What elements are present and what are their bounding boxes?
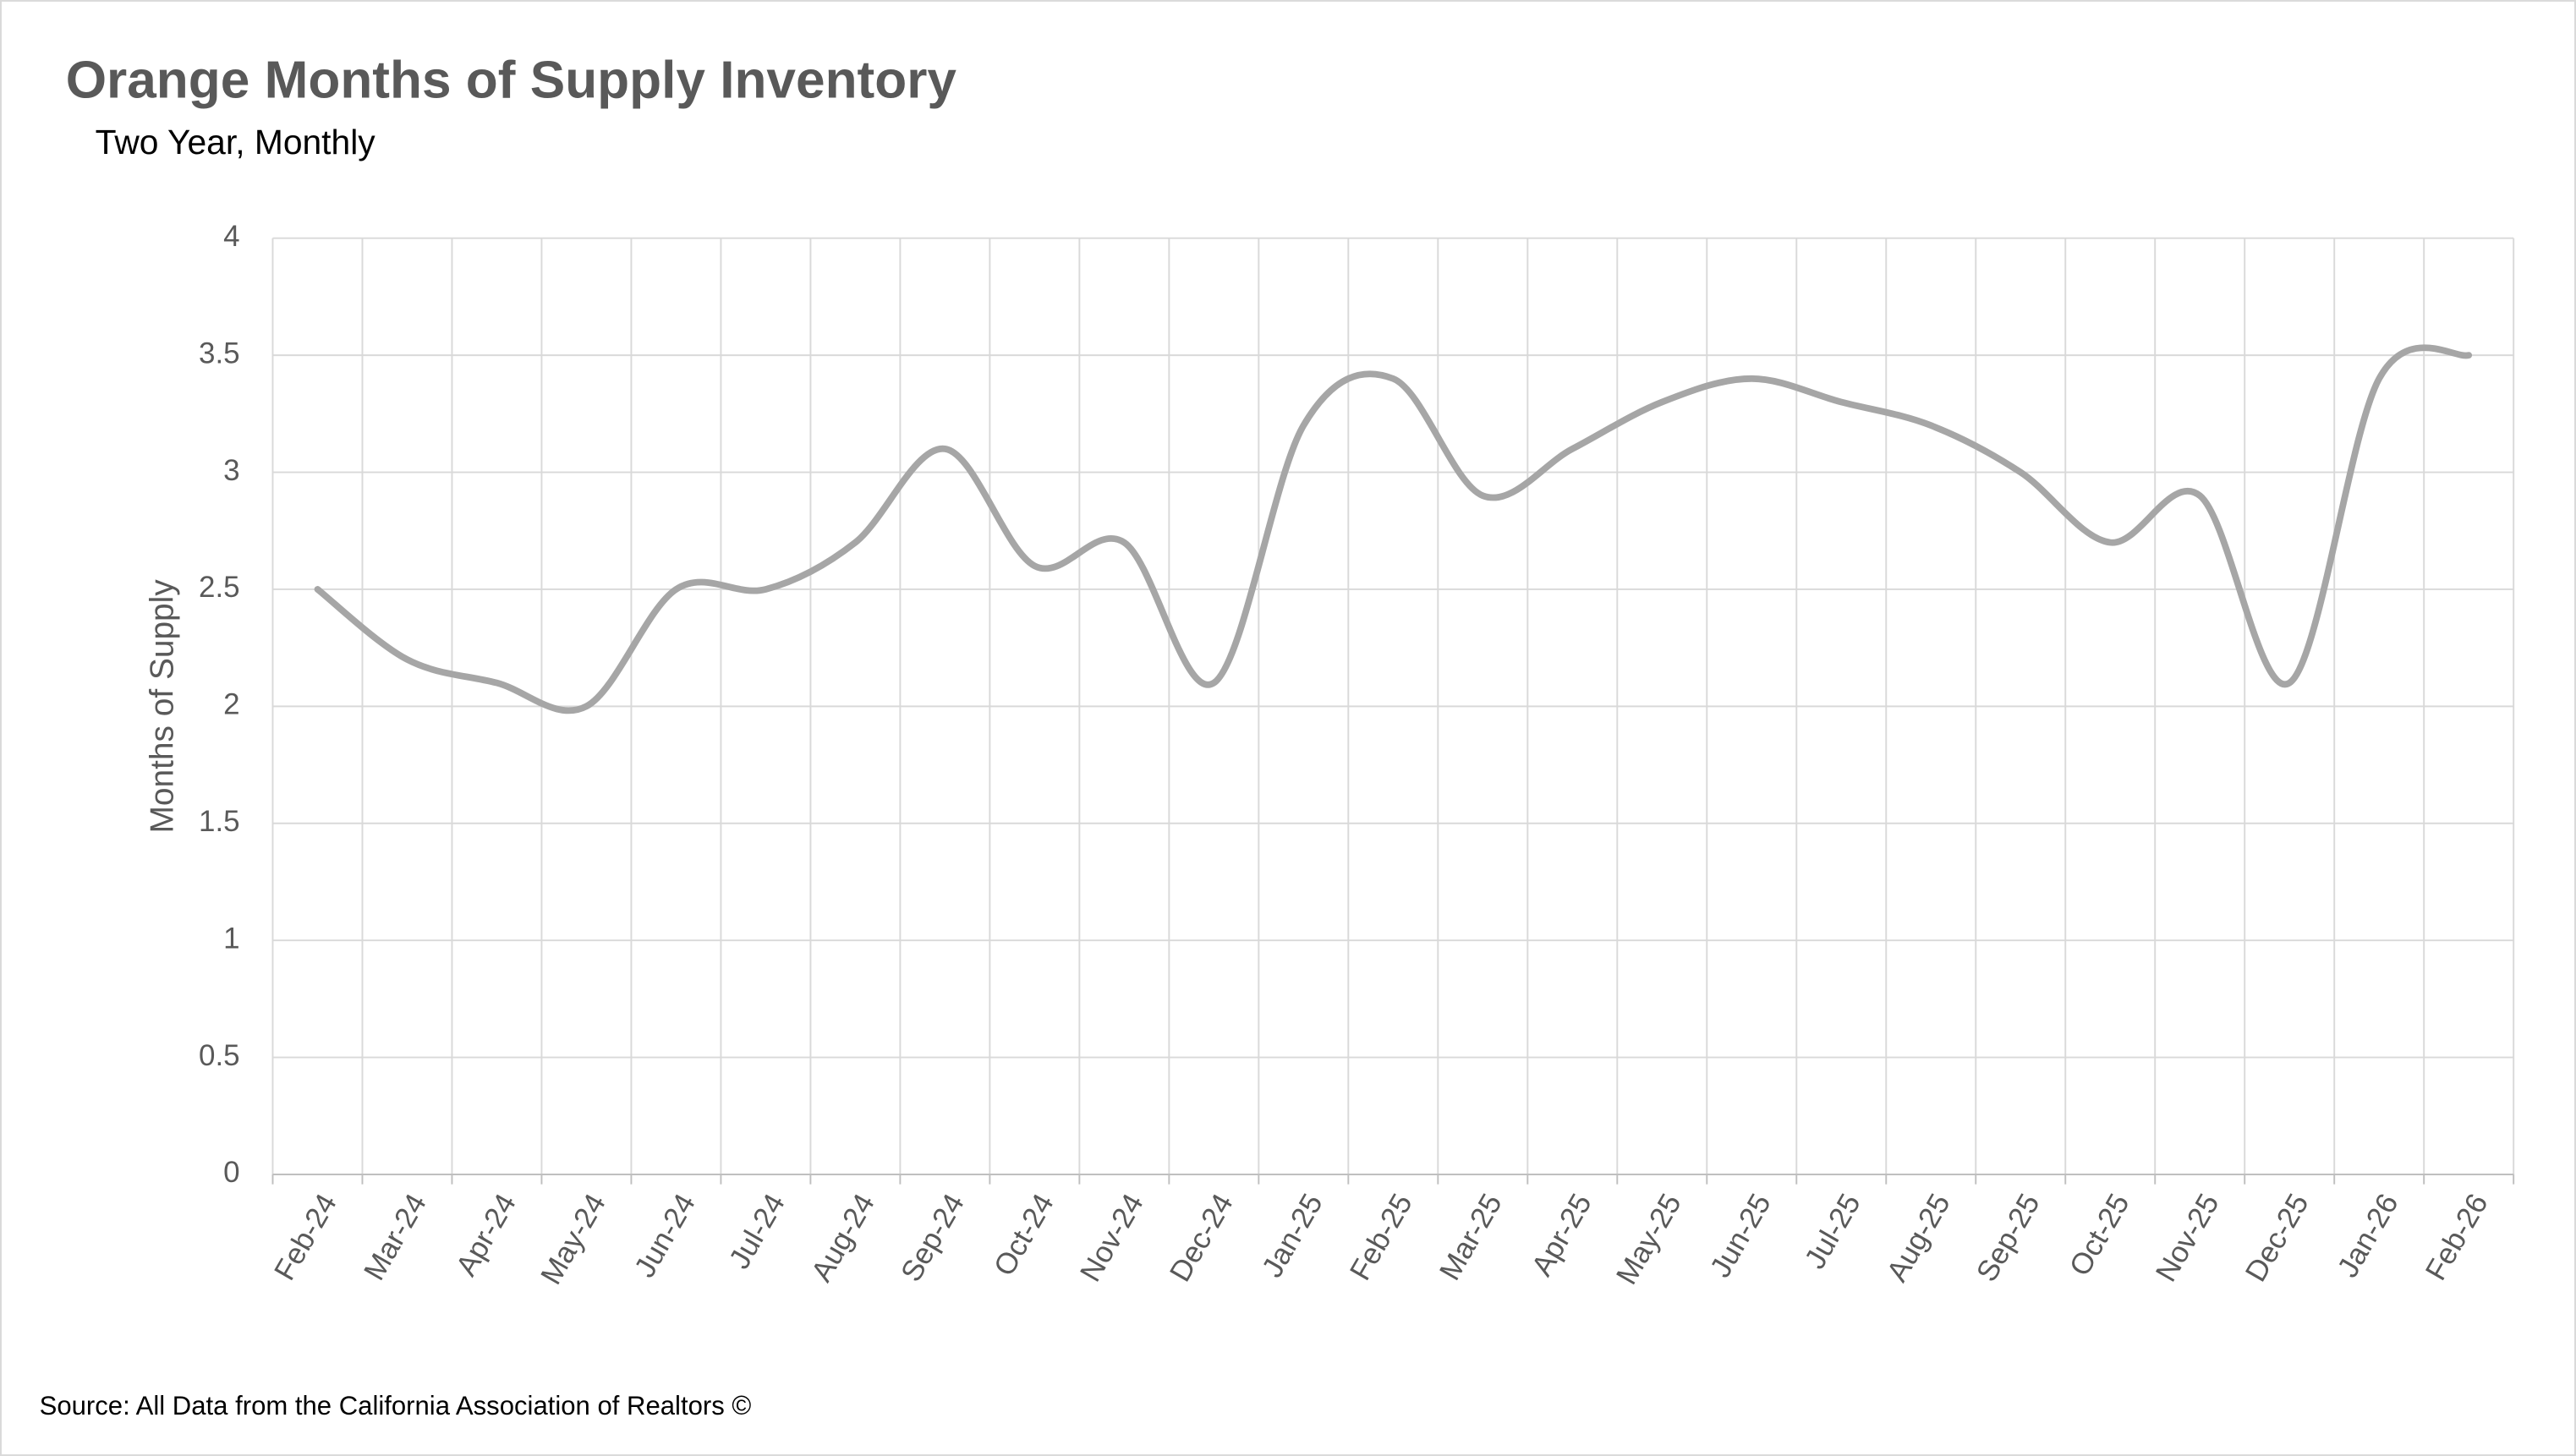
y-tick-label: 3.5 bbox=[199, 337, 240, 369]
source-note: Source: All Data from the California Ass… bbox=[40, 1391, 752, 1420]
chart-title: Orange Months of Supply Inventory bbox=[66, 52, 957, 110]
y-tick-label: 1.5 bbox=[199, 805, 240, 838]
chart-subtitle: Two Year, Monthly bbox=[96, 123, 376, 161]
y-tick-label: 2.5 bbox=[199, 571, 240, 604]
y-tick-label: 4 bbox=[223, 220, 239, 253]
y-tick-label: 3 bbox=[223, 454, 239, 487]
y-tick-label: 2 bbox=[223, 688, 239, 721]
y-tick-label: 1 bbox=[223, 922, 239, 955]
y-tick-label: 0.5 bbox=[199, 1039, 240, 1072]
y-axis-label: Months of Supply bbox=[145, 579, 181, 834]
y-tick-label: 0 bbox=[223, 1156, 239, 1189]
data-line bbox=[314, 344, 2473, 714]
